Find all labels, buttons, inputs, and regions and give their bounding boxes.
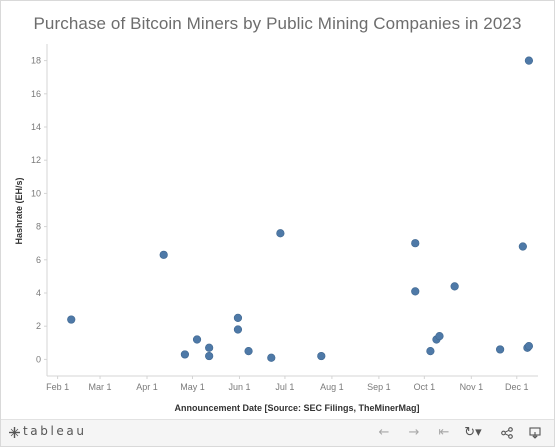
data-point[interactable] xyxy=(67,315,76,324)
data-point[interactable] xyxy=(524,342,534,351)
data-point[interactable] xyxy=(435,332,444,341)
tableau-logo-text: tableau xyxy=(23,424,87,438)
data-point[interactable] xyxy=(244,347,253,356)
tableau-logo-icon xyxy=(9,427,20,438)
data-point[interactable] xyxy=(267,353,276,362)
data-point[interactable] xyxy=(159,250,168,259)
share-icon[interactable] xyxy=(498,424,516,442)
data-point[interactable] xyxy=(426,347,435,356)
data-point[interactable] xyxy=(276,229,285,238)
data-point[interactable] xyxy=(411,287,420,296)
data-point[interactable] xyxy=(233,313,243,323)
data-point[interactable] xyxy=(524,56,534,65)
y-tick-label: 6 xyxy=(36,255,41,265)
chart-title: Purchase of Bitcoin Miners by Public Min… xyxy=(33,14,522,33)
y-tick-label: 16 xyxy=(31,89,41,99)
x-tick-label: Dec 1 xyxy=(505,382,529,392)
x-tick-label: Sep 1 xyxy=(367,382,391,392)
data-point[interactable] xyxy=(205,351,214,361)
redo-icon[interactable]: → xyxy=(408,425,420,440)
x-tick-label: May 1 xyxy=(180,382,205,392)
scatter-chart: 0 2 4 6 8 10 12 14 16 18 Hashrate (EH/s) Feb 1 Mar… xyxy=(14,44,538,413)
y-tick-label: 0 xyxy=(36,354,41,364)
data-point[interactable] xyxy=(192,335,202,344)
data-point[interactable] xyxy=(411,239,420,248)
y-tick-label: 10 xyxy=(31,188,41,198)
tableau-toolbar: tableau ← → ⇤ ↻▾ xyxy=(1,419,554,446)
y-tick-label: 4 xyxy=(36,288,41,298)
undo-icon[interactable]: ← xyxy=(378,425,390,440)
data-point[interactable] xyxy=(450,282,459,291)
download-icon[interactable] xyxy=(526,424,544,442)
y-axis: 0 2 4 6 8 10 12 14 16 18 Hashrate (EH/s) xyxy=(14,44,48,376)
x-axis: Feb 1 Mar 1 Apr 1 May 1 Jun 1 Jul 1 Aug 1 Sep 1… xyxy=(46,375,538,413)
y-tick-label: 18 xyxy=(31,56,41,66)
data-point[interactable] xyxy=(180,350,190,359)
revert-icon[interactable]: ⇤ xyxy=(438,425,450,440)
y-tick-label: 2 xyxy=(36,321,41,331)
x-tick-label: Feb 1 xyxy=(46,382,69,392)
data-point[interactable] xyxy=(496,345,505,354)
data-points xyxy=(67,56,534,362)
x-tick-label: Oct 1 xyxy=(414,382,436,392)
y-tick-label: 14 xyxy=(31,122,41,132)
y-axis-title: Hashrate (EH/s) xyxy=(14,177,24,244)
x-tick-label: Mar 1 xyxy=(89,382,112,392)
data-point[interactable] xyxy=(317,351,326,361)
y-tick-label: 12 xyxy=(31,155,41,165)
data-point[interactable] xyxy=(205,343,214,352)
data-point[interactable] xyxy=(233,325,243,334)
x-tick-label: Apr 1 xyxy=(136,382,158,392)
refresh-icon[interactable]: ↻▾ xyxy=(464,425,482,440)
x-axis-title: Announcement Date [Source: SEC Filings, … xyxy=(174,403,419,413)
x-tick-label: Jul 1 xyxy=(275,382,294,392)
x-tick-label: Aug 1 xyxy=(320,382,344,392)
x-tick-labels: Feb 1 Mar 1 Apr 1 May 1 Jun 1 Jul 1 Aug 1 Sep 1… xyxy=(46,376,529,392)
y-tick-labels: 0 2 4 6 8 10 12 14 16 18 xyxy=(31,56,47,364)
data-point[interactable] xyxy=(518,242,527,251)
x-tick-label: Jun 1 xyxy=(228,382,250,392)
y-tick-label: 8 xyxy=(36,222,41,232)
x-tick-label: Nov 1 xyxy=(460,382,484,392)
